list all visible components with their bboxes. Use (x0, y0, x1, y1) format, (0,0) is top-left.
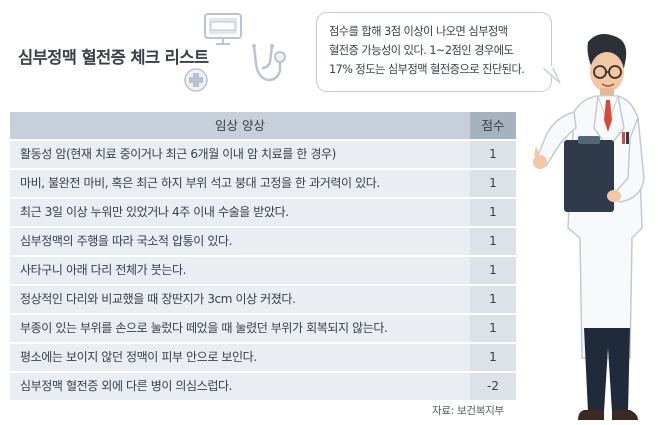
row-score: -2 (470, 373, 516, 400)
row-score: 1 (470, 199, 516, 226)
table-row: 정상적인 다리와 비교했을 때 장딴지가 3cm 이상 커졌다. 1 (10, 284, 516, 313)
row-score: 1 (470, 257, 516, 284)
row-symptom: 평소에는 보이지 않던 정맥이 피부 안으로 보인다. (10, 344, 470, 371)
page-title: 심부정맥 혈전증 체크 리스트 (18, 48, 209, 67)
table-row: 평소에는 보이지 않던 정맥이 피부 안으로 보인다. 1 (10, 342, 516, 371)
row-score: 1 (470, 315, 516, 342)
bubble-line: 혈전증 가능성이 있다. 1~2점인 경우에도 (329, 44, 514, 57)
row-symptom: 마비, 불완전 마비, 혹은 최근 하지 부위 석고 붕대 고정을 한 과거력이… (10, 170, 470, 197)
monitor-icon (204, 13, 242, 45)
row-score: 1 (470, 170, 516, 197)
table-row: 마비, 불완전 마비, 혹은 최근 하지 부위 석고 붕대 고정을 한 과거력이… (10, 168, 516, 197)
row-symptom: 심부정맥 혈전증 외에 다른 병이 의심스럽다. (10, 373, 470, 400)
source-note: 자료: 보건복지부 (432, 405, 504, 417)
table-row: 사타구니 아래 다리 전체가 붓는다. 1 (10, 255, 516, 284)
table-row: 심부정맥의 주행을 따라 국소적 압통이 있다. 1 (10, 226, 516, 255)
row-symptom: 정상적인 다리와 비교했을 때 장딴지가 3cm 이상 커졌다. (10, 286, 470, 313)
table-row: 최근 3일 이상 누워만 있었거나 4주 이내 수술을 받았다. 1 (10, 197, 516, 226)
row-symptom: 심부정맥의 주행을 따라 국소적 압통이 있다. (10, 228, 470, 255)
header-score: 점수 (470, 112, 516, 139)
medical-cross-icon (184, 68, 208, 92)
doctor-illustration (533, 34, 645, 420)
row-score: 1 (470, 286, 516, 313)
row-score: 1 (470, 344, 516, 371)
bubble-line: 점수를 합해 3점 이상이 나오면 심부정맥 (329, 25, 508, 38)
info-bubble: 점수를 합해 3점 이상이 나오면 심부정맥 혈전증 가능성이 있다. 1~2점… (316, 12, 552, 92)
row-score: 1 (470, 228, 516, 255)
row-symptom: 활동성 암(현재 치료 중이거나 최근 6개월 이내 암 치료를 한 경우) (10, 141, 470, 168)
table-row: 심부정맥 혈전증 외에 다른 병이 의심스럽다. -2 (10, 371, 516, 400)
stethoscope-icon (252, 44, 286, 82)
bubble-line: 17% 정도는 심부정맥 혈전증으로 진단된다. (329, 63, 525, 76)
table-row: 부종이 있는 부위를 손으로 눌렀다 떼었을 때 눌렸던 부위가 회복되지 않는… (10, 313, 516, 342)
medical-decoration (184, 13, 286, 92)
row-symptom: 최근 3일 이상 누워만 있었거나 4주 이내 수술을 받았다. (10, 199, 470, 226)
checklist-table: 임상 양상 점수 활동성 암(현재 치료 중이거나 최근 6개월 이내 암 치료… (10, 112, 516, 400)
table-header: 임상 양상 점수 (10, 112, 516, 139)
header-symptom: 임상 양상 (10, 112, 470, 139)
row-symptom: 부종이 있는 부위를 손으로 눌렀다 떼었을 때 눌렸던 부위가 회복되지 않는… (10, 315, 470, 342)
bubble-tail (540, 66, 561, 84)
row-score: 1 (470, 141, 516, 168)
table-row: 활동성 암(현재 치료 중이거나 최근 6개월 이내 암 치료를 한 경우) 1 (10, 139, 516, 168)
row-symptom: 사타구니 아래 다리 전체가 붓는다. (10, 257, 470, 284)
